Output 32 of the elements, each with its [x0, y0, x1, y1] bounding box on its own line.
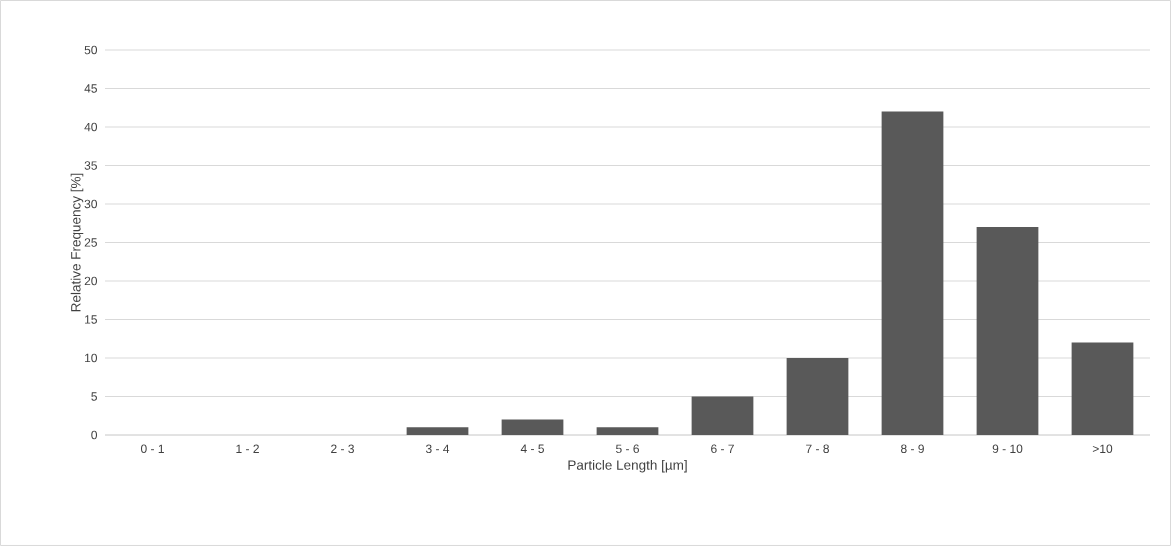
bar	[501, 419, 564, 435]
x-tick-label: 9 - 10	[992, 444, 1023, 454]
y-axis-title: Relative Frequency [%]	[70, 173, 84, 312]
y-tick-label: 30	[84, 199, 98, 209]
bar	[596, 427, 659, 435]
bar	[976, 227, 1039, 435]
x-tick-label: 2 - 3	[331, 444, 354, 454]
x-axis-title: Particle Length [µm]	[568, 459, 687, 473]
x-tick-label: 0 - 1	[140, 444, 164, 454]
x-tick-label: 4 - 5	[520, 444, 544, 453]
x-tick-label: 3 - 4	[425, 444, 450, 454]
y-tick-label: 35	[84, 161, 97, 170]
x-tick-label: 7 - 8	[806, 444, 829, 454]
y-tick-label: 5	[91, 392, 97, 401]
y-tick-label: 20	[84, 276, 98, 286]
bar	[691, 396, 754, 435]
x-tick-label: 1 - 2	[236, 444, 259, 453]
y-tick-label: 10	[85, 353, 98, 363]
bar	[1071, 342, 1134, 435]
x-tick-label: 6 - 7	[711, 444, 734, 454]
y-tick-label: 0	[91, 430, 98, 440]
x-tick-label: >10	[1092, 444, 1113, 454]
x-tick-label: 8 - 9	[901, 444, 924, 454]
y-tick-label: 25	[84, 238, 97, 247]
y-tick-label: 45	[84, 84, 97, 93]
x-tick-label: 5 - 6	[615, 444, 639, 454]
y-tick-label: 40	[84, 122, 98, 132]
bar	[881, 111, 944, 435]
bar	[406, 427, 469, 435]
y-tick-label: 15	[85, 315, 97, 324]
y-tick-label: 50	[84, 45, 98, 55]
bar	[786, 357, 849, 435]
